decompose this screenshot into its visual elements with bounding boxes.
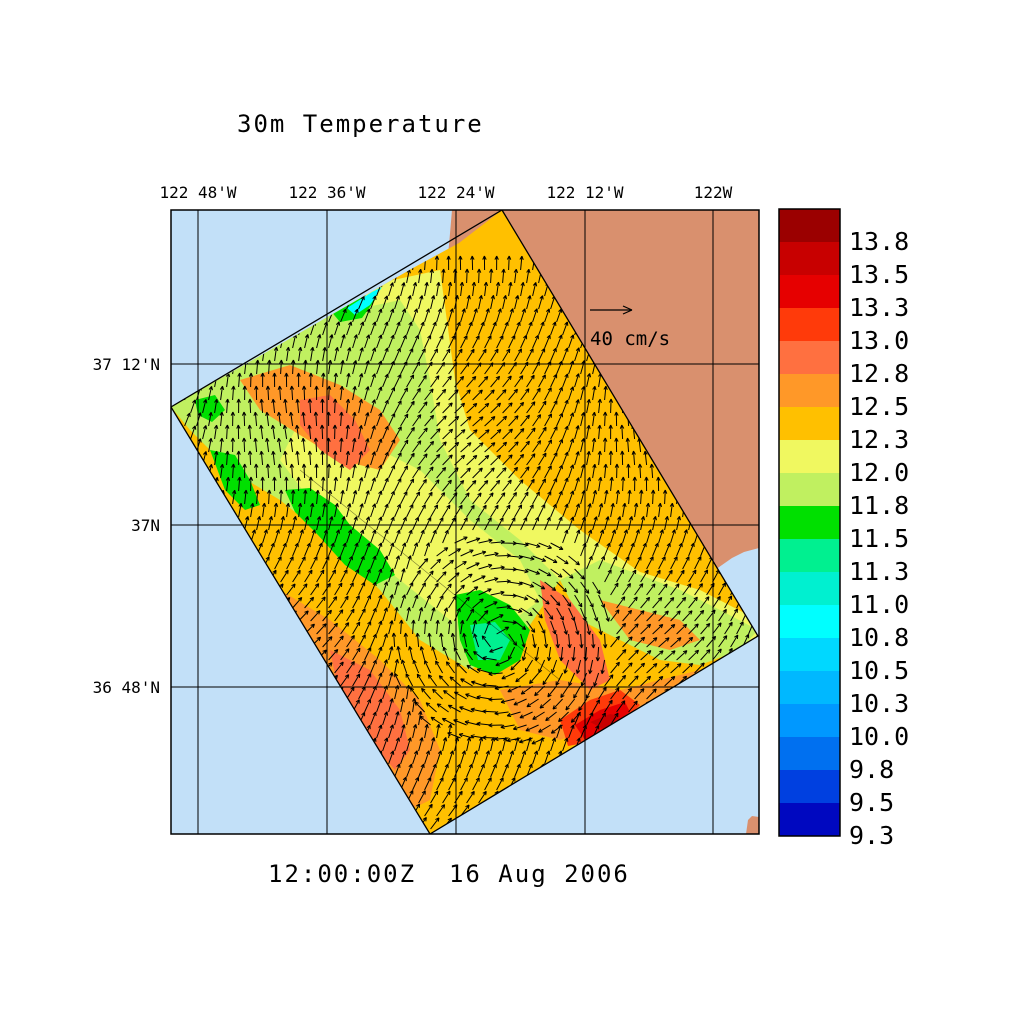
inner-section-line xyxy=(299,469,561,681)
lat-label: 37N xyxy=(131,516,160,535)
colorbar-label: 9.3 xyxy=(849,821,894,850)
colorbar-frame xyxy=(778,208,841,837)
colorbar-label: 9.5 xyxy=(849,788,894,817)
longitude-labels: 122 48'W 122 36'W 122 24'W 122 12'W 122W xyxy=(159,183,732,202)
lon-label: 122 36'W xyxy=(288,183,365,202)
colorbar-swatch xyxy=(779,539,840,573)
map-frame xyxy=(170,209,760,835)
colorbar-swatch xyxy=(779,440,840,474)
colorbar-swatch xyxy=(779,803,840,837)
colorbar-swatch xyxy=(779,374,840,408)
graticule xyxy=(171,210,759,834)
colorbar-label: 10.0 xyxy=(849,722,909,751)
lon-label: 122 24'W xyxy=(417,183,494,202)
colorbar-swatch xyxy=(779,242,840,276)
lat-label: 37 12'N xyxy=(93,355,160,374)
lon-label: 122W xyxy=(694,183,733,202)
colorbar-swatch xyxy=(779,275,840,309)
colorbar-label: 13.8 xyxy=(849,227,909,256)
colorbar-label: 11.8 xyxy=(849,491,909,520)
colorbar-label: 9.8 xyxy=(849,755,894,784)
model-domain-outline xyxy=(171,210,759,834)
colorbar-swatch xyxy=(779,671,840,705)
colorbar-swatch xyxy=(779,209,840,243)
land-islet xyxy=(746,816,759,834)
colorbar-label: 13.5 xyxy=(849,260,909,289)
colorbar-label: 13.0 xyxy=(849,326,909,355)
colorbar-label: 12.8 xyxy=(849,359,909,388)
colorbar-swatch xyxy=(779,341,840,375)
colorbar-swatch xyxy=(779,506,840,540)
colorbar-swatch xyxy=(779,308,840,342)
colorbar-swatch xyxy=(779,704,840,738)
colorbar-label: 11.0 xyxy=(849,590,909,619)
vector-scale-label: 40 cm/s xyxy=(590,328,670,350)
colorbar-label: 10.5 xyxy=(849,656,909,685)
colorbar-label: 12.0 xyxy=(849,458,909,487)
colorbar-swatch xyxy=(779,770,840,804)
colorbar-label: 11.3 xyxy=(849,557,909,586)
colorbar-swatch xyxy=(779,473,840,507)
lon-label: 122 48'W xyxy=(159,183,236,202)
temperature-colorbar: 13.8 13.5 13.3 13.0 12.8 12.5 12.3 12.0 11.8 11.5… xyxy=(778,208,909,850)
colorbar-swatch xyxy=(779,572,840,606)
lat-label: 36 48'N xyxy=(93,678,160,697)
colorbar-swatch xyxy=(779,605,840,639)
colorbar-swatch xyxy=(779,638,840,672)
figure-title: 30m Temperature xyxy=(237,110,484,138)
colorbar-label: 11.5 xyxy=(849,524,909,553)
colorbar-swatch xyxy=(779,407,840,441)
valid-time-label: 12:00:00Z 16 Aug 2006 xyxy=(268,860,630,888)
colorbar-label: 12.5 xyxy=(849,392,909,421)
colorbar-label: 10.3 xyxy=(849,689,909,718)
colorbar-swatch xyxy=(779,737,840,771)
colorbar-label: 10.8 xyxy=(849,623,909,652)
colorbar-label: 13.3 xyxy=(849,293,909,322)
lon-label: 122 12'W xyxy=(546,183,623,202)
map-panel xyxy=(171,210,759,834)
vector-scale-arrow xyxy=(590,305,633,315)
latitude-labels: 37 12'N 37N 36 48'N xyxy=(93,355,160,697)
colorbar-label: 12.3 xyxy=(849,425,909,454)
